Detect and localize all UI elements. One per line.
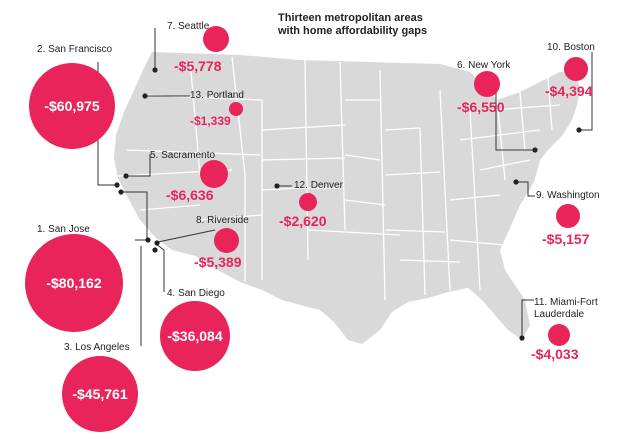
bubble-sacramento bbox=[200, 160, 228, 188]
bubble-san-francisco: -$60,975 bbox=[29, 63, 115, 149]
bubble-miami bbox=[548, 324, 570, 346]
label-new-york: 6. New York bbox=[457, 60, 510, 72]
bubble-portland bbox=[229, 102, 243, 116]
name-portland: Portland bbox=[206, 90, 244, 101]
label-san-jose: 1. San Jose bbox=[37, 224, 90, 236]
bubble-los-angeles: -$45,761 bbox=[62, 356, 138, 432]
name-new-york: New York bbox=[468, 60, 511, 71]
map-title: Thirteen metropolitan areas with home af… bbox=[278, 12, 478, 38]
name-sacramento: Sacramento bbox=[161, 150, 216, 161]
city-markers bbox=[114, 67, 582, 341]
marker-denver bbox=[274, 183, 280, 189]
name-miami: Miami-Fort Lauderdale bbox=[534, 297, 598, 320]
label-miami: 11. Miami-Fort Lauderdale bbox=[534, 297, 616, 321]
marker-riverside bbox=[154, 240, 160, 246]
value-miami: -$4,033 bbox=[531, 346, 579, 362]
rank-seattle: 7. bbox=[167, 21, 176, 32]
bubble-riverside bbox=[214, 228, 239, 253]
value-riverside: -$5,389 bbox=[194, 254, 242, 270]
label-denver: 12. Denver bbox=[294, 180, 343, 192]
rank-san-jose: 1. bbox=[37, 224, 46, 235]
name-seattle: Seattle bbox=[178, 21, 210, 32]
bubble-denver bbox=[299, 193, 317, 211]
title-line-2: with home affordability gaps bbox=[278, 25, 428, 37]
label-riverside: 8. Riverside bbox=[196, 215, 249, 227]
name-denver: Denver bbox=[310, 180, 343, 191]
name-san-francisco: San Francisco bbox=[48, 44, 113, 55]
label-san-diego: 4. San Diego bbox=[167, 288, 225, 300]
name-los-angeles: Los Angeles bbox=[75, 342, 130, 353]
value-seattle: -$5,778 bbox=[174, 58, 222, 74]
name-washington: Washington bbox=[547, 190, 600, 201]
rank-washington: 9. bbox=[536, 190, 545, 201]
title-line-1: Thirteen metropolitan areas bbox=[278, 12, 423, 24]
bubble-new-york bbox=[474, 71, 500, 97]
marker-sacramento bbox=[123, 173, 129, 179]
rank-san-diego: 4. bbox=[167, 288, 176, 299]
value-denver: -$2,620 bbox=[279, 213, 327, 229]
rank-san-francisco: 2. bbox=[37, 44, 46, 55]
rank-portland: 13. bbox=[190, 90, 204, 101]
rank-sacramento: 5. bbox=[150, 150, 159, 161]
name-san-diego: San Diego bbox=[178, 288, 225, 299]
rank-riverside: 8. bbox=[196, 215, 205, 226]
bubble-seattle bbox=[203, 26, 229, 52]
marker-san-diego bbox=[152, 247, 158, 253]
marker-boston bbox=[576, 127, 582, 133]
state-borders bbox=[117, 56, 561, 301]
marker-seattle bbox=[152, 67, 158, 73]
bubble-san-diego: -$36,084 bbox=[160, 301, 230, 371]
value-boston: -$4,394 bbox=[545, 83, 593, 99]
us-landmass bbox=[114, 52, 580, 344]
label-boston: 10. Boston bbox=[547, 42, 595, 54]
rank-miami: 11. bbox=[534, 297, 548, 308]
bubble-boston bbox=[564, 57, 588, 81]
rank-los-angeles: 3. bbox=[64, 342, 73, 353]
marker-washington bbox=[513, 179, 519, 185]
name-san-jose: San Jose bbox=[48, 224, 90, 235]
value-washington: -$5,157 bbox=[542, 231, 590, 247]
marker-portland bbox=[142, 93, 148, 99]
label-seattle: 7. Seattle bbox=[167, 21, 209, 33]
marker-san-francisco bbox=[114, 182, 120, 188]
marker-miami bbox=[519, 335, 525, 341]
value-new-york: -$6,550 bbox=[457, 99, 505, 115]
marker-los-angeles bbox=[145, 237, 151, 243]
label-san-francisco: 2. San Francisco bbox=[37, 44, 112, 56]
rank-new-york: 6. bbox=[457, 60, 466, 71]
value-sacramento: -$6,636 bbox=[166, 187, 214, 203]
label-washington: 9. Washington bbox=[536, 190, 600, 202]
label-sacramento: 5. Sacramento bbox=[150, 150, 215, 162]
rank-boston: 10. bbox=[547, 42, 561, 53]
label-portland: 13. Portland bbox=[190, 90, 244, 102]
bubble-washington bbox=[556, 204, 580, 228]
rank-denver: 12. bbox=[294, 180, 308, 191]
marker-san-jose bbox=[118, 189, 124, 195]
label-los-angeles: 3. Los Angeles bbox=[64, 342, 130, 354]
name-riverside: Riverside bbox=[207, 215, 249, 226]
marker-new-york bbox=[532, 147, 538, 153]
name-boston: Boston bbox=[563, 42, 595, 53]
bubble-san-jose: -$80,162 bbox=[25, 234, 123, 332]
value-portland: -$1,339 bbox=[190, 114, 231, 128]
